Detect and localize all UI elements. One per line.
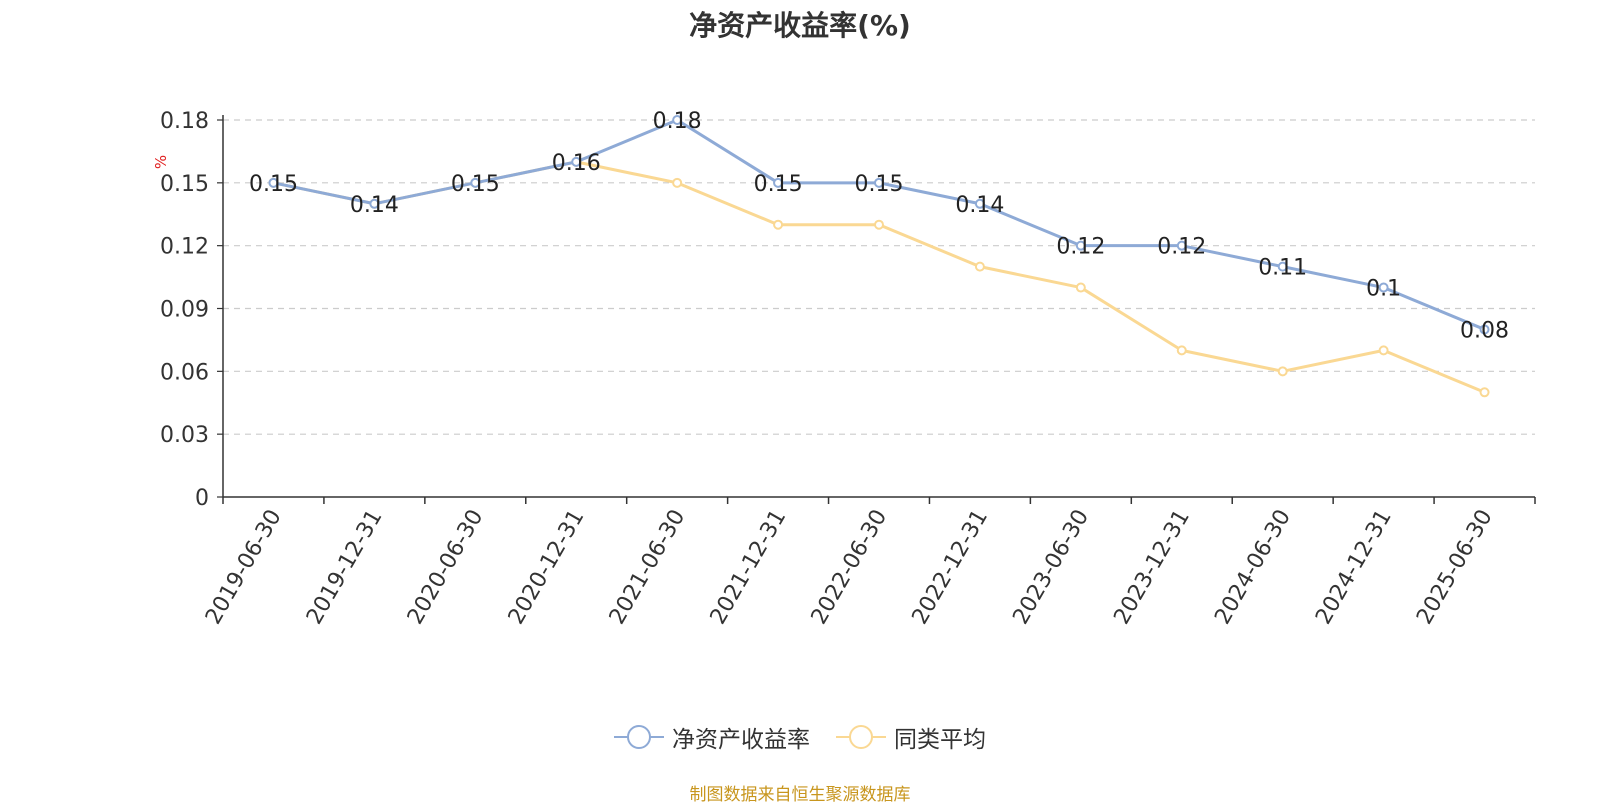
data-point-2	[1479, 387, 1490, 398]
data-label: 0.11	[1258, 256, 1307, 281]
legend-label-series-2: 同类平均	[894, 727, 986, 753]
data-label: 0.18	[653, 109, 702, 134]
y-tick-label: 0.06	[160, 360, 209, 385]
legend-item-series-2[interactable]: 同类平均	[836, 720, 986, 754]
data-label: 0.16	[552, 151, 601, 176]
data-point-2	[1075, 282, 1086, 293]
data-point-1	[974, 198, 985, 209]
chart-title: 净资产收益率(%)	[689, 9, 911, 42]
x-tick-label: 2019-06-30	[201, 506, 287, 629]
legend-label-series-1: 净资产收益率	[672, 727, 810, 753]
data-point-1	[773, 177, 784, 188]
data-point-1	[369, 198, 380, 209]
data-point-2	[1378, 345, 1389, 356]
legend-item-series-1[interactable]: 净资产收益率	[614, 720, 810, 754]
data-point-2	[1277, 366, 1288, 377]
data-label: 0.1	[1366, 277, 1401, 302]
x-tick-label: 2019-12-31	[302, 506, 388, 629]
x-tick-label: 2025-06-30	[1412, 506, 1498, 629]
legend-marker-series-1	[614, 725, 664, 749]
y-tick-label: 0.12	[160, 235, 209, 260]
data-point-1	[672, 115, 683, 125]
data-label: 0.14	[350, 193, 399, 218]
data-point-1	[1479, 324, 1490, 335]
y-tick-label: 0.15	[160, 172, 209, 197]
legend-marker-series-2	[836, 725, 886, 749]
y-tick-label: 0.03	[160, 423, 209, 448]
x-tick-label: 2021-12-31	[706, 506, 792, 629]
x-tick-label: 2022-12-31	[908, 506, 994, 629]
x-tick-label: 2020-12-31	[504, 506, 590, 629]
data-point-2	[1176, 345, 1187, 356]
data-point-1	[874, 177, 884, 188]
data-point-1	[571, 156, 582, 167]
y-axis-label: %	[152, 155, 170, 169]
data-point-2	[974, 261, 985, 272]
x-tick-label: 2023-06-30	[1008, 506, 1094, 629]
line-chart: 0 0.03 0.06 0.09 0.12 0.15 0.18% 2019-06-30 2019…	[152, 109, 1536, 629]
data-label: 0.12	[1056, 235, 1105, 260]
data-point-2	[773, 219, 784, 230]
data-point-1	[1176, 240, 1187, 251]
data-label: 0.12	[1157, 235, 1206, 260]
data-source-note: 制图数据来自恒生聚源数据库	[689, 785, 911, 805]
x-tick-label: 2022-06-30	[807, 506, 893, 629]
data-point-2	[672, 177, 683, 188]
x-tick-label: 2023-12-31	[1109, 506, 1195, 629]
legend: 净资产收益率 同类平均	[0, 720, 1600, 754]
x-tick-label: 2021-06-30	[605, 506, 691, 629]
data-point-1	[470, 177, 481, 188]
data-point-1	[1378, 282, 1389, 293]
data-label: 0.08	[1460, 318, 1509, 343]
data-label: 0.15	[855, 172, 904, 197]
data-label: 0.14	[955, 193, 1004, 218]
data-label: 0.15	[451, 172, 500, 197]
x-tick-label: 2020-06-30	[403, 506, 489, 629]
y-tick-label: 0.18	[160, 109, 209, 134]
data-label: 0.15	[754, 172, 803, 197]
x-tick-label: 2024-12-31	[1311, 506, 1397, 629]
data-point-1	[1277, 261, 1288, 272]
y-tick-label: 0	[195, 486, 209, 511]
data-point-1	[268, 177, 279, 188]
data-label: 0.15	[249, 172, 298, 197]
data-point-1	[1075, 240, 1086, 251]
x-tick-label: 2024-06-30	[1210, 506, 1296, 629]
y-tick-label: 0.09	[160, 298, 209, 323]
data-point-2	[874, 219, 884, 230]
